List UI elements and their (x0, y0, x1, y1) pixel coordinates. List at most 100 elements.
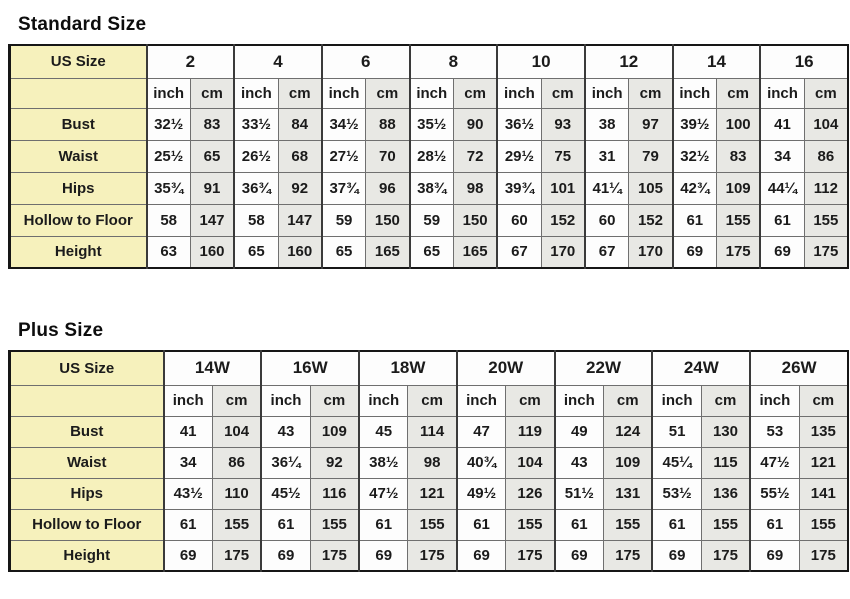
inch-value-cell: 61 (358, 508, 409, 541)
cm-value-cell: 68 (277, 139, 323, 173)
inch-value-cell: 36¼ (260, 446, 311, 479)
cm-unit-header: cm (277, 77, 323, 109)
cm-unit-header: cm (505, 384, 556, 417)
inch-unit-header: inch (320, 77, 367, 109)
cm-unit-header: cm (803, 77, 849, 109)
cm-value-cell: 98 (452, 171, 498, 205)
inch-value-cell: 61 (671, 203, 717, 237)
measurement-row: Hollow to Floor 61 155 61 155 61 155 61 155 61 155… (9, 508, 849, 541)
size-col-header: 22W (553, 350, 653, 386)
inch-unit-header: inch (671, 77, 717, 109)
inch-value-cell: 35½ (408, 107, 454, 141)
cm-unit-header: cm (798, 384, 849, 417)
row-label: Hips (9, 171, 148, 205)
inch-value-cell: 45 (358, 415, 409, 448)
size-col-header: 10 (496, 44, 586, 79)
inch-value-cell: 36½ (496, 107, 542, 141)
cm-value-cell: 65 (189, 139, 235, 173)
inch-value-cell: 47 (455, 415, 507, 448)
cm-unit-header: cm (309, 384, 360, 417)
inch-unit-header: inch (145, 77, 191, 109)
cm-value-cell: 147 (189, 203, 235, 237)
inch-value-cell: 26½ (233, 139, 279, 173)
cm-value-cell: 101 (540, 171, 586, 205)
us-size-corner-label: US Size (9, 44, 148, 79)
inch-value-cell: 42¾ (671, 171, 717, 205)
inch-value-cell: 53½ (651, 477, 702, 510)
inch-value-cell: 65 (408, 235, 454, 269)
plus-size-title: Plus Size (18, 320, 104, 341)
cm-unit-header: cm (211, 384, 262, 417)
inch-value-cell: 43 (553, 446, 605, 479)
inch-value-cell: 38¾ (408, 171, 454, 205)
inch-value-cell: 27½ (320, 139, 367, 173)
cm-value-cell: 155 (803, 203, 849, 237)
inch-value-cell: 69 (553, 539, 605, 572)
row-label: Hips (9, 477, 165, 510)
inch-value-cell: 69 (358, 539, 409, 572)
cm-value-cell: 93 (540, 107, 586, 141)
plus-size-table-head: US Size 14W 16W 18W 20W 22W 24W 26W inch cm inch cm… (9, 350, 849, 417)
inch-value-cell: 65 (233, 235, 279, 269)
cm-value-cell: 150 (365, 203, 411, 237)
inch-unit-header: inch (358, 384, 409, 417)
cm-value-cell: 175 (211, 539, 262, 572)
cm-value-cell: 98 (407, 446, 458, 479)
cm-value-cell: 155 (603, 508, 653, 541)
cm-value-cell: 97 (628, 107, 674, 141)
size-col-header: 14W (162, 350, 262, 386)
inch-value-cell: 43 (260, 415, 311, 448)
cm-unit-header: cm (628, 77, 674, 109)
cm-value-cell: 175 (798, 539, 849, 572)
inch-value-cell: 58 (145, 203, 191, 237)
cm-value-cell: 75 (540, 139, 586, 173)
inch-value-cell: 47½ (749, 446, 800, 479)
size-col-header: 2 (145, 44, 235, 79)
cm-value-cell: 121 (798, 446, 849, 479)
cm-value-cell: 90 (452, 107, 498, 141)
cm-value-cell: 70 (365, 139, 411, 173)
inch-value-cell: 69 (671, 235, 717, 269)
cm-value-cell: 121 (407, 477, 458, 510)
cm-value-cell: 109 (603, 446, 653, 479)
cm-value-cell: 165 (452, 235, 498, 269)
inch-value-cell: 32½ (671, 139, 717, 173)
size-col-header: 26W (749, 350, 849, 386)
us-size-corner-label: US Size (9, 350, 165, 386)
inch-unit-header: inch (553, 384, 605, 417)
corner-empty-cell (9, 77, 148, 109)
inch-value-cell: 51 (651, 415, 702, 448)
size-col-header: 14 (671, 44, 761, 79)
inch-value-cell: 65 (320, 235, 367, 269)
inch-value-cell: 35¾ (145, 171, 191, 205)
cm-value-cell: 110 (211, 477, 262, 510)
plus-size-table-body: Bust 41 104 43 109 45 114 47 119 49 124 51 130 53 135 W… (9, 415, 849, 572)
inch-unit-header: inch (759, 77, 805, 109)
cm-value-cell: 170 (540, 235, 586, 269)
inch-value-cell: 67 (496, 235, 542, 269)
inch-value-cell: 55½ (749, 477, 800, 510)
cm-unit-header: cm (715, 77, 761, 109)
inch-unit-header: inch (749, 384, 800, 417)
inch-value-cell: 69 (260, 539, 311, 572)
inch-value-cell: 67 (583, 235, 630, 269)
inch-unit-header: inch (496, 77, 542, 109)
size-col-header: 6 (320, 44, 411, 79)
measurement-row: Hips 35¾ 91 36¾ 92 37¾ 96 38¾ 98 39¾ 101 41¼ 105 42¾ 1… (9, 171, 849, 205)
inch-value-cell: 34 (162, 446, 213, 479)
inch-value-cell: 25½ (145, 139, 191, 173)
inch-value-cell: 34 (759, 139, 805, 173)
inch-value-cell: 61 (553, 508, 605, 541)
cm-value-cell: 147 (277, 203, 323, 237)
inch-value-cell: 34½ (320, 107, 367, 141)
inch-value-cell: 40¾ (455, 446, 507, 479)
measurement-row: Waist 34 86 36¼ 92 38½ 98 40¾ 104 43 109 45¼ 115 47½ 1… (9, 446, 849, 479)
standard-size-table-head: US Size 2 4 6 8 10 12 14 16 inch cm inch cm inch cm inc… (9, 44, 849, 109)
size-col-header: 20W (455, 350, 556, 386)
inch-value-cell: 53 (749, 415, 800, 448)
inch-value-cell: 49½ (455, 477, 507, 510)
inch-value-cell: 69 (749, 539, 800, 572)
cm-value-cell: 86 (803, 139, 849, 173)
size-col-header: 16 (759, 44, 849, 79)
inch-value-cell: 69 (455, 539, 507, 572)
